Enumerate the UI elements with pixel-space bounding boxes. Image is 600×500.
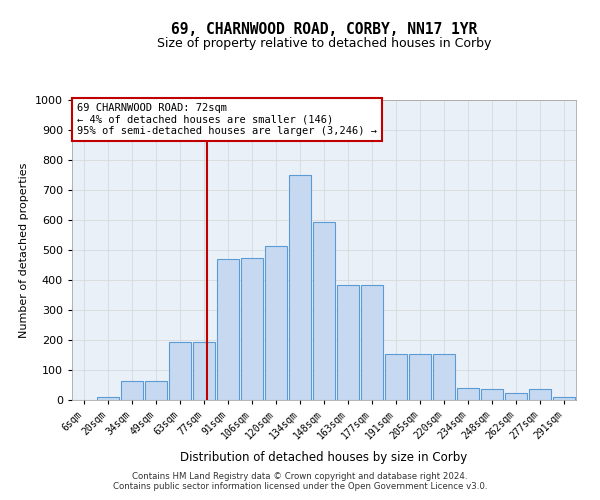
Bar [505,394,527,400]
Text: Contains HM Land Registry data © Crown copyright and database right 2024.: Contains HM Land Registry data © Crown c… [132,472,468,481]
Bar [313,222,335,400]
Bar [265,246,287,400]
Bar [457,388,479,400]
Bar [553,397,575,400]
Y-axis label: Number of detached properties: Number of detached properties [19,162,29,338]
Text: Size of property relative to detached houses in Corby: Size of property relative to detached ho… [157,38,491,51]
Text: Distribution of detached houses by size in Corby: Distribution of detached houses by size … [181,451,467,464]
Bar [121,380,143,400]
Text: 69, CHARNWOOD ROAD, CORBY, NN17 1YR: 69, CHARNWOOD ROAD, CORBY, NN17 1YR [171,22,477,38]
Bar [241,258,263,400]
Bar [337,284,359,400]
Bar [529,388,551,400]
Bar [193,342,215,400]
Bar [145,380,167,400]
Bar [433,354,455,400]
Text: Contains public sector information licensed under the Open Government Licence v3: Contains public sector information licen… [113,482,487,491]
Bar [409,354,431,400]
Text: 69 CHARNWOOD ROAD: 72sqm
← 4% of detached houses are smaller (146)
95% of semi-d: 69 CHARNWOOD ROAD: 72sqm ← 4% of detache… [77,103,377,136]
Bar [217,259,239,400]
Bar [481,388,503,400]
Bar [97,397,119,400]
Bar [385,354,407,400]
Bar [289,175,311,400]
Bar [169,342,191,400]
Bar [361,284,383,400]
